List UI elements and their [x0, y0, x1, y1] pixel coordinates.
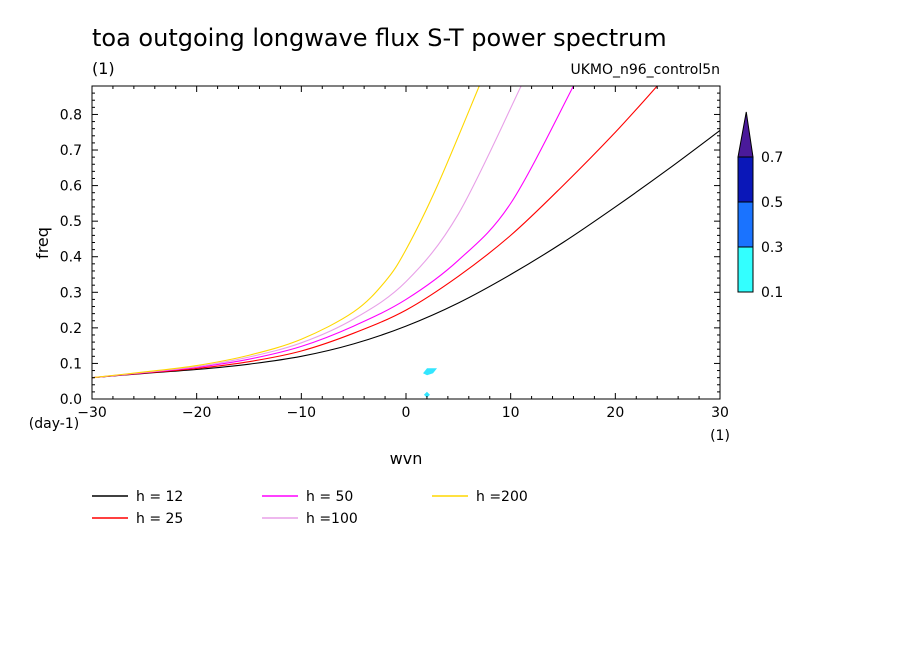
x-tick-label: −20: [182, 405, 212, 421]
x-tick-label: 0: [402, 405, 411, 421]
y-axis-label: freq: [33, 227, 52, 259]
y-tick-label: 0.8: [60, 107, 82, 123]
series-line: [92, 86, 522, 379]
axis-ticks: −30 −20 −10 0 10 20 30 0.0 0.1 0.2 0.3 0.4 0.5 0.6 0.7…: [60, 85, 729, 421]
series-line: [92, 86, 658, 379]
x-tick-label: 20: [606, 405, 624, 421]
series-line: [92, 130, 720, 379]
plot-area: [92, 86, 720, 398]
y-tick-label: 0.2: [60, 321, 82, 337]
colorbar-label: 0.3: [761, 240, 783, 256]
legend-label: h =100: [306, 511, 358, 527]
series-line: [92, 86, 574, 379]
colorbar-label: 0.1: [761, 285, 783, 301]
y-tick-label: 0.7: [60, 143, 82, 159]
colorbar: 0.1 0.3 0.5 0.7: [737, 111, 783, 301]
legend-label: h = 50: [306, 489, 353, 505]
shaded-region: [423, 391, 430, 398]
shaded-region: [423, 368, 438, 376]
source-label: UKMO_n96_control5n: [570, 62, 720, 78]
colorbar-segment: [737, 201, 754, 248]
legend-label: h = 12: [136, 489, 183, 505]
colorbar-label: 0.7: [761, 150, 783, 166]
y-tick-label: 0.4: [60, 250, 82, 266]
plot-frame: [91, 85, 721, 400]
y-tick-label: 0.5: [60, 214, 82, 230]
y-tick-label: 0.0: [60, 392, 82, 408]
legend-label: h =200: [476, 489, 528, 505]
x-axis-label: wvn: [390, 449, 423, 468]
x-tick-label: 10: [502, 405, 520, 421]
y-tick-label: 0.6: [60, 179, 82, 195]
colorbar-label: 0.5: [761, 195, 783, 211]
x-tick-label: −30: [77, 405, 107, 421]
colorbar-segment: [737, 246, 754, 293]
legend: h = 12 h = 25 h = 50 h =100 h =200: [92, 489, 528, 527]
series-line: [92, 86, 480, 379]
y-tick-label: 0.3: [60, 285, 82, 301]
y-tick-label: 0.1: [60, 356, 82, 372]
colorbar-segment: [737, 156, 754, 203]
colorbar-arrow: [737, 111, 754, 158]
x-axis-units: (1): [710, 428, 730, 444]
units-label: (1): [92, 59, 115, 78]
x-tick-label: 30: [711, 405, 729, 421]
y-axis-units: (day-1): [29, 416, 79, 432]
chart-title: toa outgoing longwave flux S-T power spe…: [92, 24, 667, 52]
legend-label: h = 25: [136, 511, 183, 527]
x-tick-label: −10: [287, 405, 317, 421]
